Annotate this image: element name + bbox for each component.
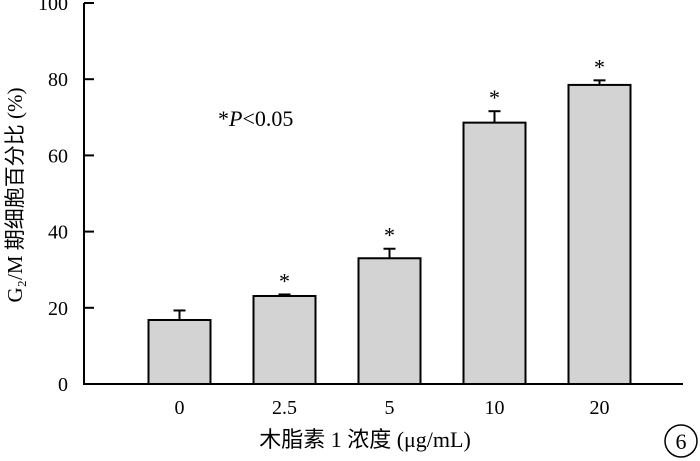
y-tick-label: 0 xyxy=(58,374,68,396)
panel-label: 6 xyxy=(664,424,698,458)
bars: * * * * xyxy=(147,54,632,386)
x-tick-label: 2.5 xyxy=(272,397,297,419)
category-labels: 0 2.5 5 10 20 xyxy=(175,397,610,419)
bar xyxy=(147,318,212,386)
x-tick-label: 20 xyxy=(590,397,610,419)
significance-star: * xyxy=(384,223,395,248)
bar xyxy=(567,83,632,385)
y-ticks: 0 20 40 60 80 100 xyxy=(38,0,94,396)
y-tick-label: 100 xyxy=(38,0,68,15)
panel-label-circle xyxy=(664,424,698,458)
y-tick-label: 80 xyxy=(48,69,68,91)
panel-label-text: 6 xyxy=(676,429,687,454)
significance-annotation: *P<0.05 xyxy=(218,106,293,131)
significance-star: * xyxy=(279,268,290,293)
y-tick-label: 40 xyxy=(48,222,68,244)
y-axis-label: G₂/M 期细胞百分比 (%) xyxy=(3,88,27,303)
x-tick-label: 10 xyxy=(485,397,505,419)
bar xyxy=(252,294,317,386)
x-axis-label: 木脂素 1 浓度 (μg/mL) xyxy=(259,427,471,452)
x-tick-label: 5 xyxy=(385,397,395,419)
bar xyxy=(357,257,422,385)
bar xyxy=(462,121,527,385)
significance-star: * xyxy=(489,85,500,110)
y-tick-label: 20 xyxy=(48,298,68,320)
x-tick-label: 0 xyxy=(175,397,185,419)
significance-star: * xyxy=(594,54,605,79)
y-tick-label: 60 xyxy=(48,145,68,167)
